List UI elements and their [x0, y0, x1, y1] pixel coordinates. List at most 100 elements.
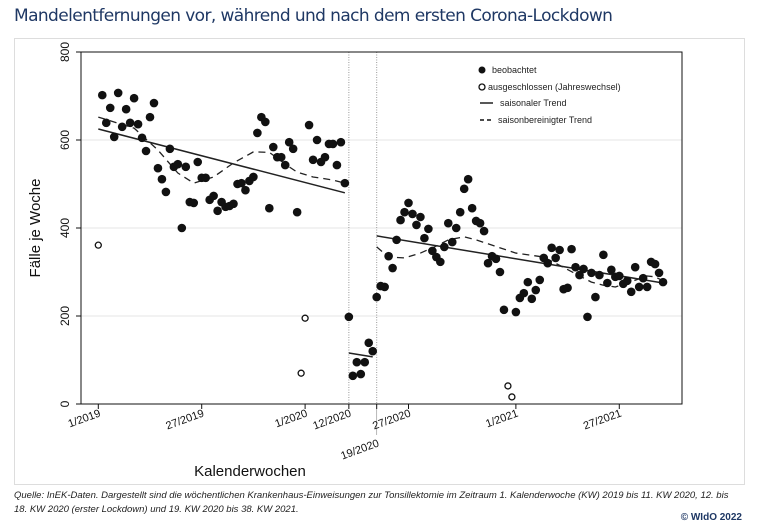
x-tick-label: 27/2019 [164, 408, 205, 433]
observed-point [396, 215, 405, 225]
observed-point [547, 243, 556, 253]
observed-point [603, 278, 612, 288]
observed-point [614, 271, 624, 281]
observed-point [519, 288, 529, 298]
source-note: Quelle: InEK-Daten. Dargestellt sind die… [14, 490, 729, 515]
observed-point [622, 276, 632, 286]
legend-excluded-label: ausgeschlossen (Jahreswechsel) [488, 82, 621, 92]
observed-point [181, 162, 191, 172]
excluded-point [508, 393, 516, 401]
seasonal-trend-line [98, 128, 346, 194]
x-tick-label: 1/2020 [273, 408, 309, 431]
observed-point [121, 104, 131, 114]
observed-point [551, 253, 560, 263]
observed-point [105, 103, 115, 113]
observed-point [579, 264, 588, 274]
observed-point [237, 178, 246, 188]
observed-point [364, 338, 374, 348]
observed-point [320, 152, 330, 162]
observed-point [360, 357, 370, 367]
observed-point [165, 144, 175, 154]
chart-container [14, 38, 745, 485]
observed-point [527, 294, 537, 304]
observed-point [463, 174, 473, 184]
observed-point [543, 258, 553, 268]
observed-point [292, 207, 302, 217]
observed-point [479, 226, 489, 236]
observed-point [209, 191, 218, 201]
observed-point [276, 152, 286, 162]
observed-point [380, 282, 389, 292]
observed-point [229, 199, 238, 209]
observed-point [129, 93, 139, 103]
observed-point [161, 187, 171, 197]
observed-point [117, 122, 127, 132]
copyright: © WIdO 2022 [680, 512, 742, 523]
y-axis-label: Fälle je Woche [27, 179, 44, 278]
phase-boundaries [348, 52, 378, 404]
observed-point [591, 292, 600, 302]
observed-point [177, 223, 187, 233]
observed-point [491, 254, 501, 264]
observed-point [555, 245, 564, 255]
observed-point [567, 244, 576, 254]
observed-point [145, 112, 155, 122]
observed-point [101, 118, 111, 128]
observed-point [153, 163, 163, 173]
observed-point [125, 118, 135, 128]
x-tick-label: 27/2021 [582, 408, 623, 433]
observed-point [149, 98, 159, 108]
observed-point [587, 268, 596, 278]
observed-point [495, 267, 505, 277]
observed-point [475, 218, 485, 228]
excluded-point [297, 369, 305, 377]
observed-point [654, 268, 664, 278]
observed-point [265, 203, 274, 213]
observed-point [563, 283, 572, 293]
observed-point [157, 174, 167, 184]
adjusted-trend-line [98, 116, 346, 184]
legend-adjusted-label: saisonbereinigter Trend [498, 115, 592, 125]
observed-point [261, 117, 270, 127]
observed-point [599, 250, 608, 260]
observed-point [443, 218, 453, 228]
legend-observed-marker [478, 66, 486, 74]
observed-point [483, 258, 493, 268]
y-tick-label: 200 [58, 306, 72, 326]
observed-point [467, 203, 477, 213]
observed-point [336, 137, 346, 147]
observed-point [268, 142, 278, 152]
observed-point [436, 257, 445, 267]
x-tick-label: 12/2020 [311, 408, 352, 433]
excluded-point [301, 314, 309, 322]
trend-lines [98, 116, 664, 358]
observed-point [626, 287, 636, 297]
observed-point [607, 265, 616, 275]
chart-title: Mandelentfernungen vor, während und nach… [14, 6, 613, 26]
observed-point [511, 307, 521, 317]
excluded-point [94, 241, 102, 249]
observed-point [428, 246, 437, 256]
observed-point [201, 173, 210, 183]
x-tick-label: 1/2021 [484, 408, 520, 431]
observed-point [137, 133, 147, 143]
observed-point [451, 223, 461, 233]
observed-point [535, 275, 545, 285]
x-tick-label: 19/2020 [339, 438, 380, 463]
observed-point [113, 88, 123, 98]
observed-point [109, 132, 119, 142]
x-axis-label: Kalenderwochen [194, 463, 306, 480]
observed-point [634, 282, 644, 292]
y-tick-label: 400 [58, 218, 72, 238]
observed-point [416, 212, 425, 222]
legend-seasonal-label: saisonaler Trend [500, 98, 567, 108]
observed-point [352, 357, 362, 367]
x-tick-label: 27/2020 [371, 408, 412, 433]
y-tick-label: 600 [58, 130, 72, 150]
observed-point [356, 369, 366, 379]
observed-point [650, 259, 660, 269]
observed-point [372, 292, 381, 302]
observed-point [189, 198, 199, 208]
observed-point [340, 178, 350, 188]
